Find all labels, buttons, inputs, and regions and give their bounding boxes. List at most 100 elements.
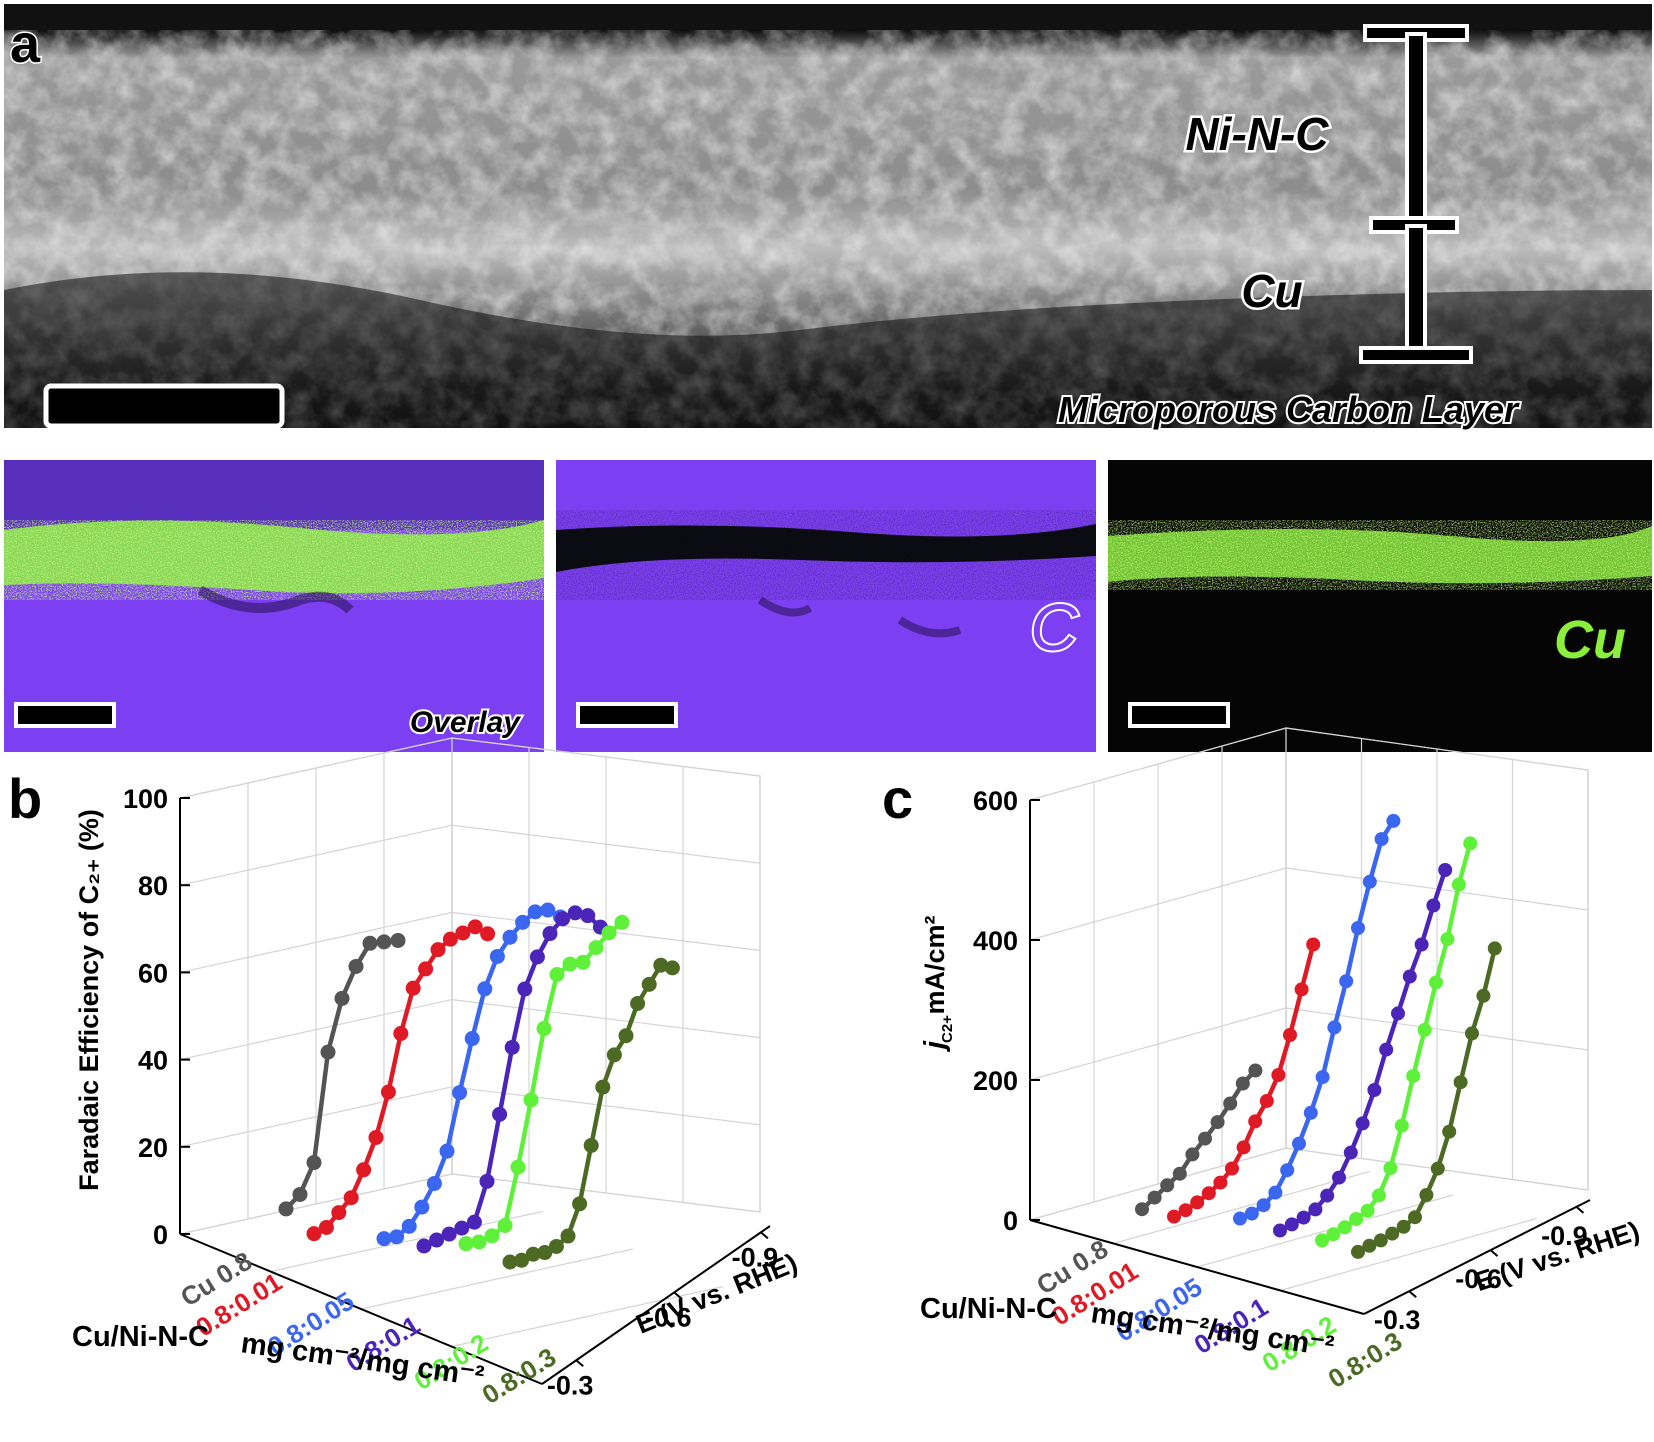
chart-c-z-tick-label: 200 — [973, 1066, 1018, 1096]
chart-c-e-axis — [1363, 1199, 1591, 1315]
chart-b-data-point — [536, 1021, 552, 1037]
chart-c-data-point — [1248, 1063, 1263, 1078]
chart-b-data-point — [580, 908, 596, 924]
chart-b-data-point — [452, 1085, 468, 1101]
chart-c-data-point — [1487, 941, 1502, 956]
chart-b-data-point — [480, 926, 496, 942]
chart-c-data-point — [1198, 1131, 1212, 1146]
map-label-copper: Cu — [1554, 610, 1626, 670]
chart-b-data-point — [401, 1218, 417, 1234]
chart-c-data-point — [1396, 1219, 1411, 1234]
chart-c-data-point — [1367, 1083, 1382, 1097]
eds-map-overlay: Overlay — [4, 460, 544, 752]
chart-b-category-title-1: Cu/Ni-N-C — [72, 1321, 209, 1353]
chart-c-floor-gridline — [1113, 1170, 1370, 1245]
chart-c-data-point — [1135, 1202, 1149, 1217]
chart-c-data-point — [1236, 1140, 1251, 1155]
eds-map-copper: Cu — [1108, 460, 1652, 752]
chart-c-data-point — [1406, 1069, 1421, 1083]
chart-b-data-point — [380, 1084, 396, 1100]
chart-b-data-point — [376, 1231, 392, 1247]
chart-c-gridline — [1029, 867, 1589, 941]
chart-b-floor-gridline — [360, 1248, 634, 1310]
chart-b-e-tick — [673, 1291, 682, 1300]
chart-b-data-point — [540, 902, 556, 918]
chart-c-data-point — [1327, 1020, 1342, 1035]
panel-letter-c: c — [882, 767, 913, 830]
chart-c-data-point — [1465, 1026, 1479, 1041]
chart-b-z-tick-label: 60 — [138, 958, 168, 988]
chart-c-data-point — [1213, 1175, 1228, 1190]
chart-c-data-point — [1178, 1203, 1193, 1218]
chart-b-data-point — [467, 919, 483, 935]
chart-b-data-point — [517, 981, 533, 997]
chart-b-data-point — [343, 1190, 359, 1206]
chart-b-data-point — [426, 1175, 442, 1191]
chart-c-data-point — [1402, 969, 1417, 984]
chart-b-data-point — [529, 949, 545, 965]
chart-c-data-point — [1451, 877, 1466, 892]
chart-c-series-line — [1356, 947, 1497, 1254]
chart-c-zlabel-subscript: C2+ — [939, 1015, 956, 1043]
chart-c-data-point — [1442, 1124, 1457, 1139]
chart-c-data-point — [1379, 1042, 1394, 1057]
chart-b-xlabel: E (V vs. RHE) — [632, 1248, 802, 1340]
chart-b-data-point — [606, 1047, 622, 1063]
chart-c-zlabel-symbol: j — [919, 1040, 951, 1053]
chart-b-data-point — [414, 1199, 430, 1215]
chart-b-data-point — [362, 935, 378, 951]
chart-c-e-tick — [1575, 1206, 1585, 1214]
chart-b-e-axis — [541, 1225, 771, 1385]
chart-c-data-point — [1271, 1068, 1286, 1082]
chart-c-data-point — [1320, 1188, 1335, 1203]
scale-bar — [1128, 702, 1230, 728]
chart-c-category-axis — [1029, 1219, 1365, 1315]
chart-b-data-point — [542, 926, 558, 942]
chart-b-data-point — [489, 948, 505, 964]
chart-c-category-title-1: Cu/Ni-N-C — [920, 1293, 1057, 1325]
chart-b-gridline — [179, 824, 761, 886]
chart-c-data-point — [1315, 1070, 1330, 1085]
chart-c-data-point — [1160, 1178, 1175, 1193]
chart-b-data-point — [477, 981, 493, 997]
chart-b-e-tick-label: -0.9 — [732, 1242, 779, 1272]
chart-b-e-tick-label: -0.6 — [645, 1302, 692, 1332]
chart-c-e-tick — [1408, 1290, 1417, 1298]
chart-c-data-point — [1417, 1022, 1432, 1037]
chart-b-data-point — [292, 1186, 308, 1202]
chart-b-data-point — [390, 932, 406, 948]
chart-b-data-point — [537, 1245, 553, 1261]
chart-b-data-point — [560, 1228, 576, 1244]
chart-b-data-point — [464, 1031, 480, 1047]
chart-b-data-point — [575, 954, 591, 970]
chart-b-data-point — [510, 1159, 526, 1175]
chart-b-e-tick-label: -0.3 — [547, 1370, 594, 1400]
chart-c-floor-gridline — [1280, 1217, 1537, 1292]
chart-b-data-point — [441, 1226, 457, 1242]
chart-b-data-point — [515, 914, 531, 930]
chart-b-series-line — [284, 938, 399, 1211]
chart-b-data-point — [405, 980, 421, 996]
chart-c-data-point — [1172, 1166, 1187, 1181]
chart-c-data-point — [1244, 1206, 1259, 1221]
chart-b-data-point — [320, 1044, 336, 1060]
chart-c-data-point — [1284, 1217, 1299, 1232]
chart-b-data-point — [348, 958, 364, 974]
chart-c-data-point — [1362, 874, 1377, 889]
chart-b-data-point — [439, 1143, 455, 1159]
chart-c-z-tick-label: 0 — [1003, 1206, 1018, 1236]
chart-b-data-point — [376, 934, 392, 950]
chart-c-data-point — [1419, 1188, 1434, 1202]
chart-c-zlabel: j C2+ mA/cm² — [919, 915, 956, 1053]
chart-c-data-point — [1259, 1094, 1274, 1108]
chart-b-data-point — [471, 1234, 487, 1250]
chart-b-z-tick-label: 40 — [138, 1046, 168, 1076]
chart-c-data-point — [1315, 1233, 1329, 1248]
chart-b-floor-gridline — [270, 1210, 543, 1273]
chart-c-data-point — [1185, 1147, 1200, 1162]
chart-b-data-point — [514, 1252, 530, 1268]
chart-c-data-point — [1283, 1028, 1297, 1042]
chart-b-data-point — [549, 967, 565, 982]
chart-c-data-point — [1233, 1211, 1247, 1226]
